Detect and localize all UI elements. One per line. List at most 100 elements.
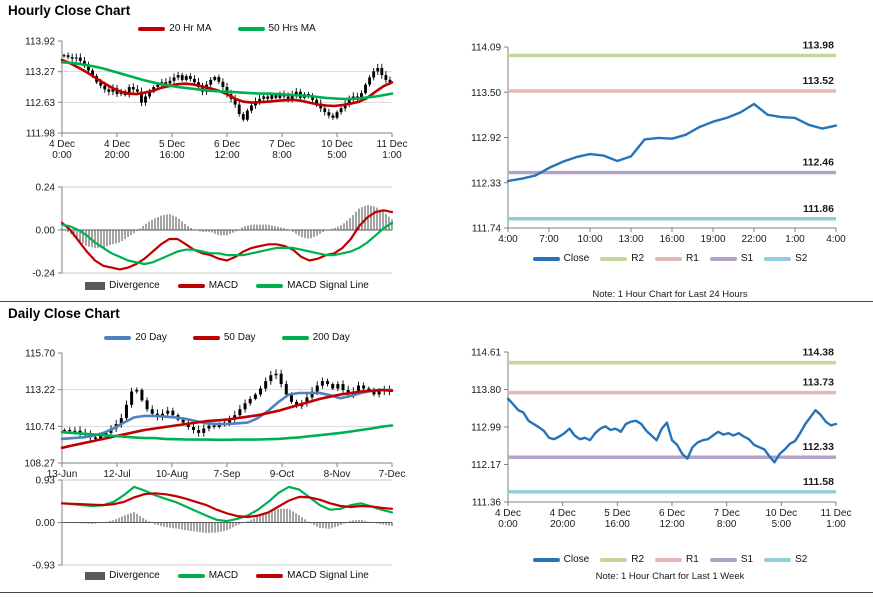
legend-item-macd: MACD	[177, 570, 238, 581]
legend-label: S2	[795, 253, 808, 264]
candle-body	[305, 397, 309, 404]
x-tick-label: 10 Dec 5:00	[321, 139, 353, 161]
candle-body	[343, 103, 347, 109]
legend-swatch-close	[532, 557, 560, 562]
candle-body	[380, 68, 384, 76]
candle-body	[360, 93, 363, 99]
hourly-price-legend: 20 Hr MA 50 Hrs MA	[62, 23, 392, 34]
y-tick-label: 108.27	[24, 459, 55, 470]
macd-signal-line-line	[60, 221, 394, 266]
daily-macd-legend: Divergence MACD MACD Signal Line	[62, 570, 392, 581]
y-tick-label: 0.93	[36, 476, 56, 487]
candle-body	[326, 381, 330, 385]
candle-body	[270, 95, 274, 99]
y-tick-label: 110.74	[25, 422, 55, 433]
candle-body	[323, 108, 327, 113]
candle-body	[228, 419, 232, 423]
legend-item-r2: R2	[600, 554, 644, 565]
legend-item-s1: S1	[709, 554, 754, 565]
candle-body	[278, 94, 282, 98]
hourly-section-title: Hourly Close Chart	[8, 3, 131, 18]
legend-item-50-hrs-ma: 50 Hrs MA	[237, 23, 316, 34]
candle-body	[119, 418, 123, 425]
candle-body	[258, 98, 262, 102]
candle-body	[335, 112, 339, 118]
candle-body	[372, 71, 376, 78]
legend-swatch-s1	[709, 256, 737, 261]
candle-body	[107, 89, 111, 92]
candle-body	[156, 84, 160, 87]
candle-body	[327, 112, 331, 116]
candle-body	[286, 96, 290, 99]
legend-item-s1: S1	[709, 253, 753, 264]
candle-body	[164, 82, 168, 84]
hourly-pivot-note: Note: 1 Hour Chart for Last 24 Hours	[592, 289, 748, 300]
candle-body	[238, 409, 242, 416]
pivot-value-label-s2: 111.58	[803, 476, 834, 488]
candle-body	[217, 77, 221, 82]
bottom-divider	[0, 592, 873, 593]
candle-body	[368, 77, 372, 85]
candle-body	[78, 57, 82, 61]
hourly-macd-legend: Divergence MACD MACD Signal Line	[62, 280, 392, 291]
legend-item-close: Close	[532, 253, 589, 264]
x-tick-label: 4:00	[826, 234, 846, 245]
y-tick-label: 0.00	[36, 518, 56, 529]
candle-body	[74, 57, 78, 59]
candle-body	[197, 429, 201, 433]
legend-item-s2: S2	[764, 253, 807, 264]
candle-body	[377, 391, 381, 395]
x-tick-label: 7 Dec 8:00	[714, 508, 740, 530]
legend-swatch-macd-signal-line	[256, 573, 284, 578]
x-tick-label: 10:00	[577, 234, 602, 245]
legend-label: 200 Day	[312, 332, 350, 343]
x-tick-label: 13-Jun	[47, 469, 78, 480]
y-tick-label: 113.80	[471, 385, 501, 396]
ma-line-50-hrs-ma	[60, 60, 394, 101]
candle-body	[73, 430, 77, 432]
legend-swatch-macd	[177, 283, 205, 288]
candle-body	[310, 391, 314, 398]
x-tick-label: 4 Dec 20:00	[550, 508, 576, 530]
legend-item-200-day: 200 Day	[281, 332, 350, 343]
candle-body	[202, 428, 206, 433]
legend-swatch-macd	[177, 573, 205, 578]
candle-body	[91, 70, 94, 77]
legend-item-macd: MACD	[177, 280, 238, 291]
legend-item-close: Close	[532, 554, 589, 565]
legend-swatch-macd-signal-line	[256, 283, 284, 288]
candle-body	[372, 390, 376, 395]
candle-body	[148, 91, 152, 97]
candle-body	[192, 78, 196, 83]
y-tick-label: 111.36	[472, 498, 502, 509]
legend-label: S1	[740, 554, 754, 565]
legend-label: 20 Hr MA	[169, 23, 212, 34]
candle-body	[376, 68, 380, 72]
candle-body	[264, 381, 268, 389]
pivot-value-label-s2: 111.86	[803, 203, 834, 215]
x-tick-label: 7-Dec	[379, 469, 406, 480]
candle-body	[311, 96, 314, 100]
candle-body	[290, 95, 294, 99]
legend-swatch-20-day	[104, 335, 132, 340]
candle-body	[331, 115, 335, 118]
x-tick-label: 7-Sep	[214, 469, 241, 480]
y-tick-label: 112.92	[471, 133, 501, 144]
x-tick-label: 4 Dec 0:00	[49, 139, 75, 161]
candle-body	[347, 99, 351, 104]
candle-body	[68, 429, 72, 432]
y-tick-label: 113.92	[25, 37, 55, 48]
candle-body	[315, 99, 319, 104]
candle-body	[266, 96, 270, 99]
legend-swatch-s2	[764, 557, 792, 562]
hourly-price-chart: 113.92 113.27 112.63 111.984 Dec 0:00 4 Dec 20…	[25, 37, 407, 162]
x-tick-label: 19:00	[700, 234, 725, 245]
legend-item-s2: S2	[764, 554, 807, 565]
y-tick-label: 115.70	[25, 349, 55, 360]
x-tick-label: 1:00	[785, 234, 805, 245]
candle-body	[135, 390, 139, 392]
candle-body	[99, 435, 103, 439]
legend-swatch-50-hrs-ma	[237, 26, 265, 31]
